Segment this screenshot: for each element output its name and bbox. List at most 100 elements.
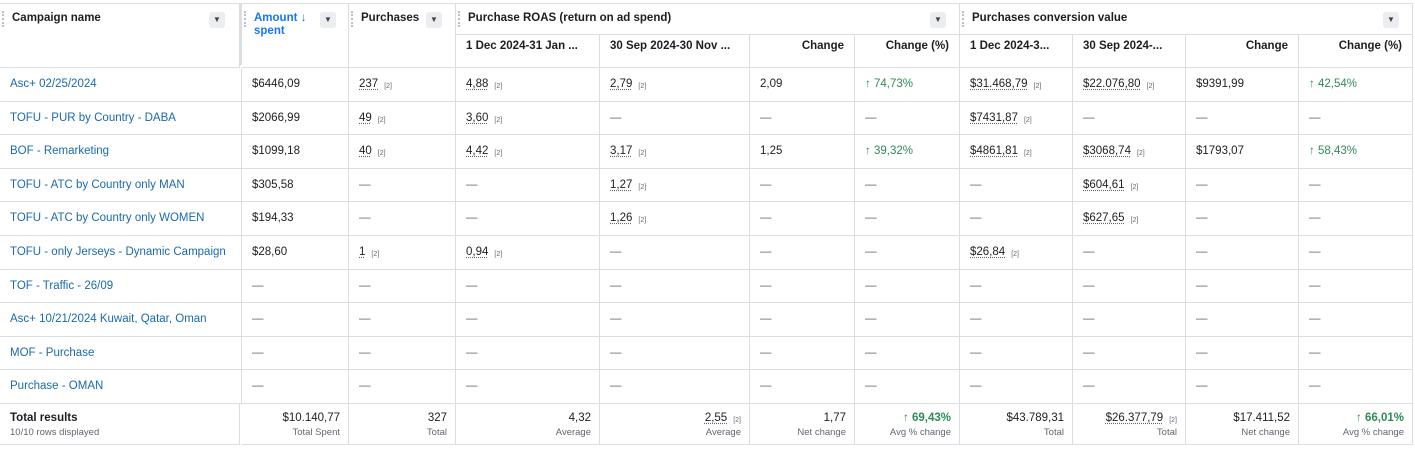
total-value-line: 4,32 xyxy=(456,412,591,424)
cell-pcv-b: $604,61 [2] xyxy=(1073,168,1186,203)
header-campaign-name[interactable]: Campaign name ▼ xyxy=(0,3,240,68)
campaign-name-link[interactable]: TOF - Traffic - 26/09 xyxy=(10,279,114,292)
cell-roas-pct: ↑ 39,32% xyxy=(855,135,960,169)
total-cell: $26.377,79 [2] Total xyxy=(1073,404,1186,445)
cell-roas-pct: — xyxy=(855,202,960,236)
total-value-line: ↑ 69,43% xyxy=(855,412,951,424)
cell-roas-b: 1,27 [2] xyxy=(600,168,750,203)
percent-value: 58,43% xyxy=(1317,145,1357,158)
campaign-name-link[interactable]: TOFU - ATC by Country only WOMEN xyxy=(10,212,205,225)
amount-spent-dropdown[interactable]: ▼ xyxy=(320,12,336,28)
empty-value: — xyxy=(466,178,478,191)
footnote-marker: [2] xyxy=(1033,83,1042,90)
value: $3068,74 xyxy=(1083,145,1131,158)
cell-pcv-b: — xyxy=(1073,269,1186,304)
cell-name: Purchase - OMAN xyxy=(0,370,242,404)
empty-value: — xyxy=(865,380,877,393)
empty-value: — xyxy=(760,111,772,124)
cell-roas-pct: — xyxy=(855,101,960,136)
cell-spent: — xyxy=(242,336,349,371)
header-label: Purchases conversion value xyxy=(972,12,1128,24)
cell-purchases: 237 [2] xyxy=(349,68,456,102)
column-resize-grip[interactable] xyxy=(962,11,966,27)
cell-roas-change: 2,09 xyxy=(750,68,855,102)
roas-subheader-3[interactable]: Change (%) xyxy=(855,35,960,68)
cell-roas-b: 3,17 [2] xyxy=(600,135,750,169)
pcv-subheader-1[interactable]: 30 Sep 2024-... xyxy=(1073,35,1186,68)
value: 3,60 xyxy=(466,111,489,124)
campaign-name-dropdown[interactable]: ▼ xyxy=(209,12,225,28)
cell-pcv-pct: ↑ 42,54% xyxy=(1299,68,1413,102)
header-purchase-roas[interactable]: Purchase ROAS (return on ad spend) ▼ xyxy=(456,3,960,35)
cell-purchases: 40 [2] xyxy=(349,135,456,169)
empty-value: — xyxy=(1083,111,1095,124)
cell-roas-a: 0,94 [2] xyxy=(456,236,600,270)
column-resize-grip[interactable] xyxy=(2,11,6,27)
total-value: $26.377,79 xyxy=(1105,412,1164,424)
empty-value: — xyxy=(610,111,622,124)
arrow-up-icon: ↑ xyxy=(1309,145,1315,158)
subheader-label: Change xyxy=(1245,40,1288,52)
cell-pcv-change: $1793,07 xyxy=(1186,135,1299,169)
cell-roas-b: — xyxy=(600,303,750,337)
cell-roas-change: — xyxy=(750,168,855,203)
pcv-subheader-0[interactable]: 1 Dec 2024-3... xyxy=(960,35,1073,68)
value: 1,27 xyxy=(610,178,633,191)
empty-value: — xyxy=(1196,178,1208,191)
column-resize-grip[interactable] xyxy=(244,11,248,27)
footnote-marker: [2] xyxy=(494,83,503,90)
empty-value: — xyxy=(359,178,371,191)
pcv-subheader-2[interactable]: Change xyxy=(1186,35,1299,68)
column-resize-grip[interactable] xyxy=(351,11,355,27)
campaign-name-link[interactable]: TOFU - ATC by Country only MAN xyxy=(10,178,185,191)
pcv-subheader-3[interactable]: Change (%) xyxy=(1299,35,1413,68)
campaign-name-link[interactable]: Asc+ 02/25/2024 xyxy=(10,78,97,90)
purchase-roas-dropdown[interactable]: ▼ xyxy=(930,12,946,28)
footnote-marker: [2] xyxy=(494,251,503,258)
value: $31.468,79 xyxy=(970,78,1028,90)
cell-name: TOFU - ATC by Country only WOMEN xyxy=(0,202,242,236)
amount-spent-label: Amount ↓ spent xyxy=(254,12,340,38)
roas-subheader-2[interactable]: Change xyxy=(750,35,855,68)
empty-value: — xyxy=(970,178,982,191)
sticky-column-divider xyxy=(240,3,242,65)
campaign-name-link[interactable]: MOF - Purchase xyxy=(10,346,95,359)
empty-value: — xyxy=(970,380,982,393)
campaign-name-link[interactable]: TOFU - PUR by Country - DABA xyxy=(10,111,176,124)
cell-spent: — xyxy=(242,303,349,337)
header-purchases-conversion-value[interactable]: Purchases conversion value ▼ xyxy=(960,3,1413,35)
amount-spent-line1: Amount ↓ xyxy=(254,12,307,24)
cell-roas-change: — xyxy=(750,303,855,337)
cell-pcv-b: — xyxy=(1073,336,1186,371)
change-percent: ↑ 42,54% xyxy=(1309,78,1357,90)
footnote-marker: [2] xyxy=(1130,217,1139,225)
value: $4861,81 xyxy=(970,145,1018,158)
cell-roas-a: 4,42 [2] xyxy=(456,135,600,169)
footnote-marker: [2] xyxy=(1130,183,1139,191)
cell-roas-b: — xyxy=(600,336,750,371)
total-label: Total xyxy=(1043,427,1064,438)
total-value: ↑ 66,01% xyxy=(1356,412,1404,424)
roas-subheader-0[interactable]: 1 Dec 2024-31 Jan ... xyxy=(456,35,600,68)
campaign-name-link[interactable]: BOF - Remarketing xyxy=(10,145,110,158)
total-value-line: 327 xyxy=(349,412,447,424)
roas-subheader-1[interactable]: 30 Sep 2024-30 Nov ... xyxy=(600,35,750,68)
purchases-conversion-value-dropdown[interactable]: ▼ xyxy=(1383,12,1399,28)
value: $22.076,80 xyxy=(1083,78,1141,90)
campaign-name-link[interactable]: Purchase - OMAN xyxy=(10,380,104,393)
value: $627,65 xyxy=(1083,212,1125,225)
campaign-name-link[interactable]: Asc+ 10/21/2024 Kuwait, Qatar, Oman xyxy=(10,313,207,326)
column-resize-grip[interactable] xyxy=(458,11,462,27)
header-amount-spent[interactable]: Amount ↓ spent ▼ xyxy=(242,3,349,68)
cell-roas-change: — xyxy=(750,269,855,304)
campaign-name-link[interactable]: TOFU - only Jerseys - Dynamic Campaign xyxy=(10,246,226,258)
arrow-up-icon: ↑ xyxy=(1309,78,1315,90)
value: $305,58 xyxy=(252,178,294,191)
value: $2066,99 xyxy=(252,111,300,124)
header-purchases[interactable]: Purchases ▼ xyxy=(349,3,456,68)
purchases-dropdown[interactable]: ▼ xyxy=(426,12,442,28)
value: $194,33 xyxy=(252,212,294,225)
cell-name: TOF - Traffic - 26/09 xyxy=(0,269,242,304)
empty-value: — xyxy=(865,313,877,326)
